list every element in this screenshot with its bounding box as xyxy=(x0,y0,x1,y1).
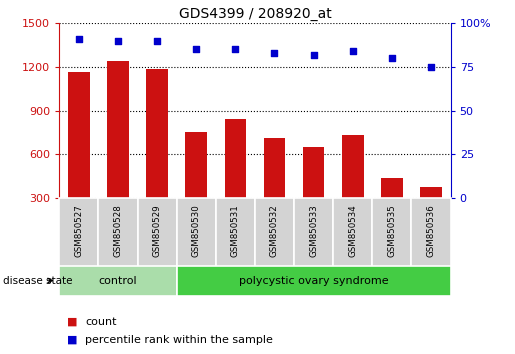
Text: GSM850530: GSM850530 xyxy=(192,204,201,257)
Bar xyxy=(59,266,177,296)
Text: count: count xyxy=(85,317,116,327)
Bar xyxy=(138,198,177,266)
Bar xyxy=(411,198,451,266)
Bar xyxy=(372,198,411,266)
Bar xyxy=(294,198,333,266)
Bar xyxy=(185,132,207,242)
Point xyxy=(231,46,239,52)
Bar xyxy=(59,198,98,266)
Bar xyxy=(255,198,294,266)
Point xyxy=(427,64,435,70)
Text: control: control xyxy=(99,275,137,286)
Text: disease state: disease state xyxy=(3,275,72,286)
Point xyxy=(388,55,396,61)
Bar xyxy=(98,198,138,266)
Bar xyxy=(177,198,216,266)
Point xyxy=(349,48,357,54)
Text: GSM850527: GSM850527 xyxy=(74,204,83,257)
Text: percentile rank within the sample: percentile rank within the sample xyxy=(85,335,273,345)
Text: ■: ■ xyxy=(67,317,77,327)
Bar xyxy=(225,119,246,242)
Text: GSM850534: GSM850534 xyxy=(348,204,357,257)
Bar xyxy=(216,198,255,266)
Bar xyxy=(146,69,168,242)
Point xyxy=(192,46,200,52)
Bar xyxy=(333,198,372,266)
Title: GDS4399 / 208920_at: GDS4399 / 208920_at xyxy=(179,7,331,21)
Text: GSM850532: GSM850532 xyxy=(270,204,279,257)
Text: GSM850535: GSM850535 xyxy=(387,204,397,257)
Bar xyxy=(264,138,285,242)
Text: GSM850529: GSM850529 xyxy=(152,204,162,257)
Bar xyxy=(303,147,324,242)
Point xyxy=(310,52,318,57)
Point xyxy=(75,36,83,42)
Text: polycystic ovary syndrome: polycystic ovary syndrome xyxy=(239,275,388,286)
Bar xyxy=(420,187,442,242)
Text: GSM850533: GSM850533 xyxy=(309,204,318,257)
Text: ■: ■ xyxy=(67,335,77,345)
Text: GSM850531: GSM850531 xyxy=(231,204,240,257)
Bar xyxy=(177,266,451,296)
Text: GSM850536: GSM850536 xyxy=(426,204,436,257)
Text: GSM850528: GSM850528 xyxy=(113,204,123,257)
Point xyxy=(270,50,279,56)
Bar xyxy=(342,136,364,242)
Point xyxy=(114,38,122,44)
Point xyxy=(153,38,161,44)
Bar xyxy=(107,61,129,242)
Bar xyxy=(68,72,90,242)
Bar xyxy=(381,178,403,242)
